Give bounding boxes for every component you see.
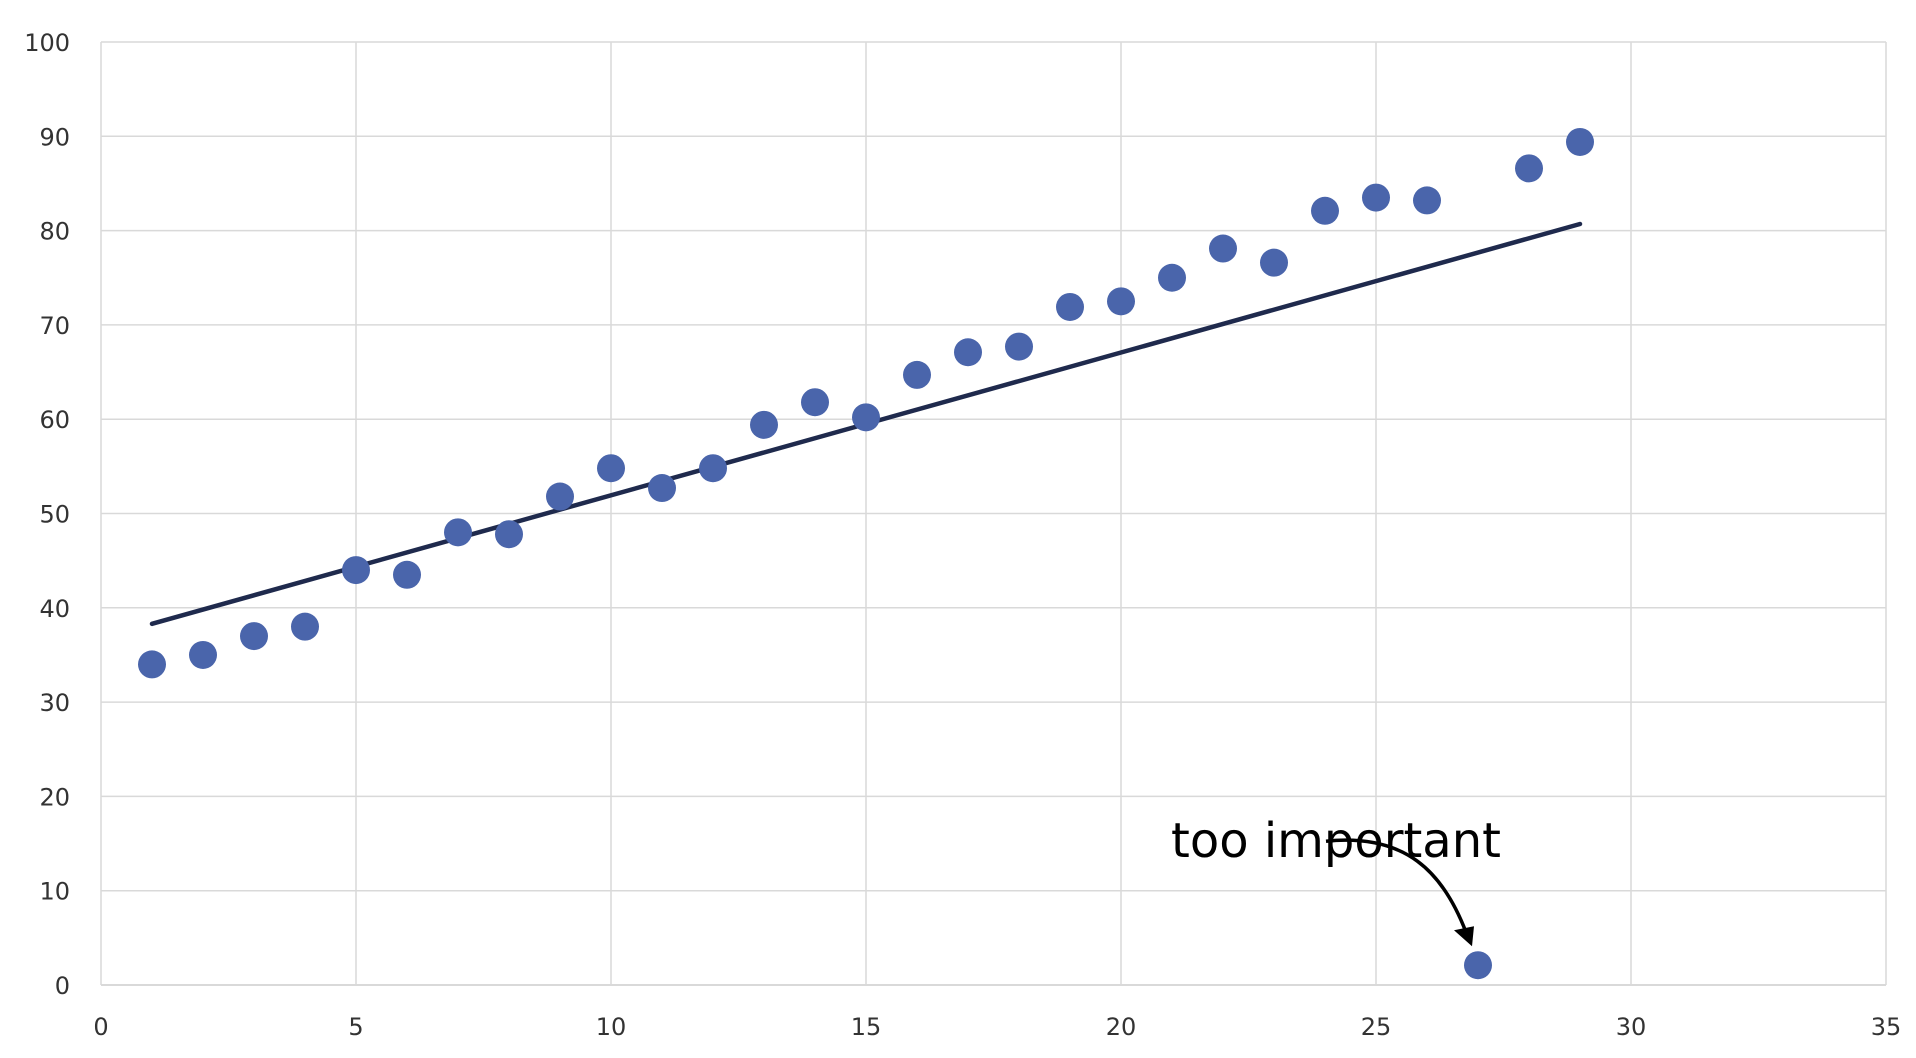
data-points: [138, 127, 1594, 980]
y-tick-label: 10: [39, 878, 70, 906]
x-tick-label: 25: [1361, 1013, 1392, 1041]
data-point: [1005, 332, 1033, 361]
data-point: [240, 622, 268, 651]
y-tick-label: 90: [39, 123, 70, 151]
y-tick-label: 40: [39, 595, 70, 623]
data-point: [1311, 196, 1339, 225]
data-point: [597, 454, 625, 483]
data-point: [189, 640, 217, 669]
annotation-layer: too important: [1171, 813, 1501, 947]
data-point: [903, 360, 931, 389]
data-point: [1566, 127, 1594, 156]
data-point: [1515, 154, 1543, 183]
y-tick-label: 60: [39, 406, 70, 434]
data-point: [1464, 951, 1492, 980]
data-point: [495, 520, 523, 549]
data-point: [750, 410, 778, 439]
y-tick-label: 20: [39, 783, 70, 811]
data-point: [1260, 248, 1288, 277]
y-tick-label: 70: [39, 312, 70, 340]
x-tick-label: 35: [1871, 1013, 1902, 1041]
y-tick-label: 80: [39, 218, 70, 246]
data-point: [954, 338, 982, 367]
x-tick-label: 20: [1106, 1013, 1137, 1041]
x-tick-label: 15: [851, 1013, 882, 1041]
annotation-arrowhead: [1454, 926, 1474, 947]
data-point: [342, 556, 370, 585]
data-point: [1056, 292, 1084, 321]
x-tick-label: 0: [93, 1013, 108, 1041]
annotation-arrow: [1325, 838, 1468, 933]
grid-lines: [100, 41, 1887, 986]
data-point: [1209, 234, 1237, 263]
data-point: [1107, 287, 1135, 316]
x-tick-label: 10: [596, 1013, 627, 1041]
data-point: [1362, 183, 1390, 212]
y-tick-label: 50: [39, 501, 70, 529]
y-tick-label: 100: [24, 29, 70, 57]
data-point: [801, 388, 829, 417]
data-point: [648, 474, 676, 503]
x-tick-label: 5: [348, 1013, 363, 1041]
y-tick-label: 30: [39, 689, 70, 717]
x-tick-label: 30: [1616, 1013, 1647, 1041]
data-point: [138, 650, 166, 679]
data-point: [546, 482, 574, 511]
y-tick-label: 0: [55, 972, 70, 1000]
data-point: [852, 403, 880, 432]
tick-labels: 0 10 20 30 40 50 60 70 80 90 100 0 5 10 15 20 25 30 35: [24, 29, 1901, 1041]
data-point: [1413, 186, 1441, 215]
data-point: [699, 454, 727, 483]
data-point: [393, 560, 421, 589]
data-point: [291, 612, 319, 641]
data-point: [444, 518, 472, 547]
data-point: [1158, 263, 1186, 292]
